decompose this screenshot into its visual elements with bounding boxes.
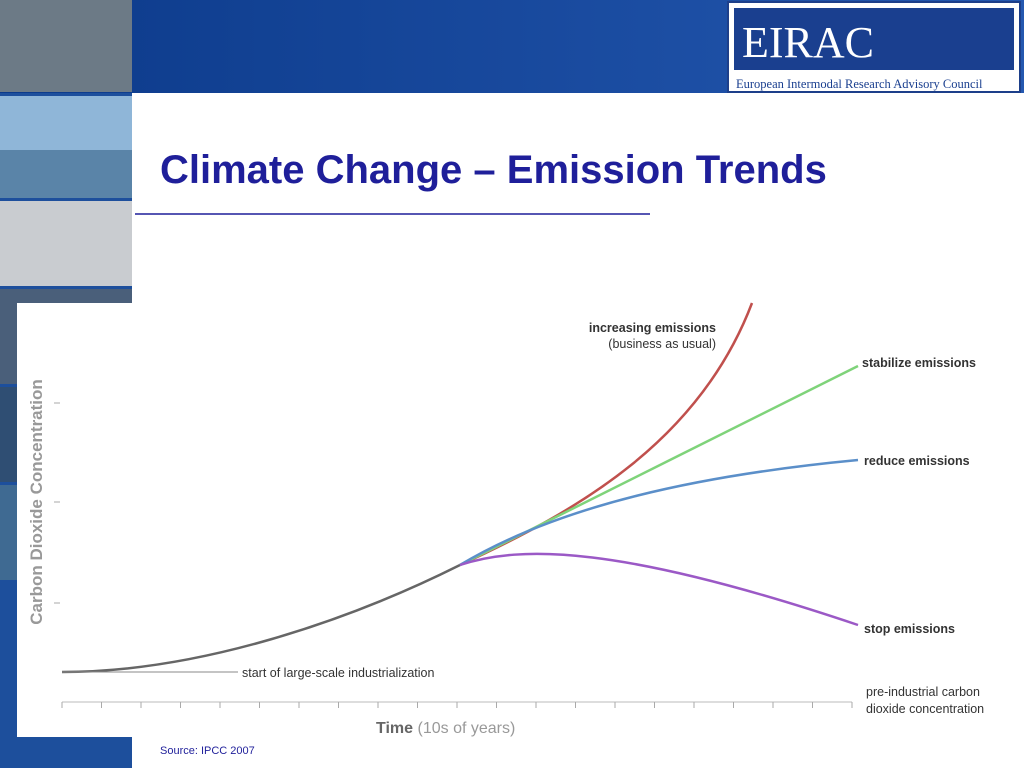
logo: EIRAC European Intermodal Research Advis… (727, 1, 1021, 93)
y-axis-label: Carbon Dioxide Concentration (27, 379, 46, 625)
logo-name: EIRAC (742, 18, 874, 67)
annotation: stop emissions (864, 622, 955, 636)
x-ticks (61, 702, 853, 708)
annotation: reduce emissions (864, 454, 970, 468)
y-ticks (54, 402, 60, 604)
annotation: (business as usual) (608, 337, 716, 351)
x-axis-label: Time (10s of years) (376, 720, 515, 737)
reduce-curve (459, 458, 859, 567)
annotation: pre-industrial carbon (866, 685, 980, 699)
source: Source: IPCC 2007 (160, 745, 255, 757)
annotation: increasing emissions (589, 321, 716, 335)
annotation: dioxide concentration (866, 702, 984, 716)
slide-title: Climate Change – Emission Trends (160, 148, 827, 192)
stop-curve (459, 552, 859, 627)
historic-curve (61, 563, 461, 674)
logo-subtitle: European Intermodal Research Advisory Co… (736, 77, 983, 91)
annotation: stabilize emissions (862, 356, 976, 370)
annotation: start of large-scale industrialization (242, 666, 434, 680)
chart-area (17, 303, 1024, 737)
curves (61, 302, 859, 674)
